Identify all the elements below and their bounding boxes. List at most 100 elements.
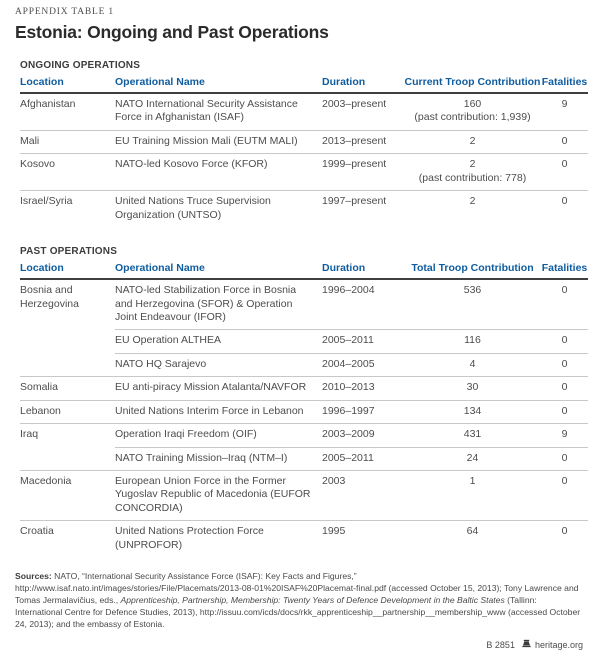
table-row: Bosnia and Herzegovina NATO-led Stabiliz… — [20, 279, 588, 330]
cell-location: Bosnia and Herzegovina — [20, 284, 79, 310]
cell-fatalities: 0 — [541, 469, 588, 521]
col-header-operational-name: Operational Name — [115, 74, 322, 94]
report-id: B 2851 — [486, 640, 515, 651]
cell-duration: 2005–2011 — [322, 329, 404, 354]
cell-duration: 2005–2011 — [322, 446, 404, 471]
cell-troop-contribution: 2 — [404, 129, 541, 154]
cell-fatalities: 0 — [541, 446, 588, 471]
cell-location — [20, 353, 115, 376]
cell-location: Israel/Syria — [20, 190, 115, 228]
table-row: Lebanon United Nations Interim Force in … — [20, 399, 588, 424]
cell-duration: 2010–2013 — [322, 376, 404, 401]
table-header-row: Location Operational Name Duration Curre… — [20, 74, 588, 94]
cell-fatalities: 0 — [541, 376, 588, 401]
cell-troop-contribution: 431 — [404, 423, 541, 448]
col-header-location: Location — [20, 74, 115, 94]
cell-fatalities: 0 — [541, 153, 588, 191]
cell-duration: 2003 — [322, 469, 404, 521]
cell-duration: 1996–2004 — [322, 284, 375, 297]
cell-location: Macedonia — [20, 469, 115, 521]
col-header-fatalities: Fatalities — [541, 74, 588, 94]
report-footer: B 2851 heritage.org — [15, 639, 585, 652]
cell-operational-name: EU anti-piracy Mission Atalanta/NAVFOR — [115, 376, 322, 401]
table-row: EU Operation ALTHEA 2005–2011 116 0 — [20, 329, 588, 354]
cell-location — [20, 330, 115, 353]
cell-location: Somalia — [20, 376, 115, 401]
col-header-fatalities: Fatalities — [541, 260, 588, 281]
cell-duration: 1996–1997 — [322, 399, 404, 424]
cell-troop-contribution: 116 — [404, 329, 541, 354]
cell-operational-name: United Nations Protection Force (UNPROFO… — [115, 520, 322, 558]
col-header-duration: Duration — [322, 260, 404, 281]
col-header-operational-name: Operational Name — [115, 260, 322, 281]
heritage-bell-icon — [521, 639, 532, 652]
col-header-location: Location — [20, 260, 115, 281]
cell-fatalities: 0 — [561, 284, 568, 297]
cell-troop-contribution: 24 — [404, 446, 541, 471]
cell-location — [20, 447, 115, 470]
cell-fatalities: 0 — [541, 352, 588, 377]
cell-troop-contribution: 2 (past contribution: 778) — [404, 153, 541, 191]
cell-fatalities: 0 — [541, 399, 588, 424]
cell-operational-name: EU Training Mission Mali (EUTM MALI) — [115, 129, 322, 154]
cell-location: Mali — [20, 129, 115, 154]
page-title: Estonia: Ongoing and Past Operations — [15, 22, 329, 42]
cell-fatalities: 9 — [561, 98, 568, 110]
table-row: Afghanistan NATO International Security … — [20, 93, 588, 130]
cell-troop-contribution: 2 — [404, 190, 541, 228]
cell-fatalities: 0 — [541, 190, 588, 228]
cell-location: Lebanon — [20, 399, 115, 424]
cell-troop-contribution: 134 — [404, 399, 541, 424]
cell-fatalities: 9 — [541, 423, 588, 448]
cell-operational-name: NATO International Security Assistance F… — [115, 98, 298, 124]
table-row: Croatia United Nations Protection Force … — [20, 520, 588, 558]
cell-operational-name: NATO Training Mission–Iraq (NTM–I) — [115, 446, 322, 471]
table-row: Israel/Syria United Nations Truce Superv… — [20, 190, 588, 228]
cell-fatalities: 0 — [541, 520, 588, 558]
cell-operational-name: United Nations Truce Supervision Organiz… — [115, 190, 322, 228]
table-row: NATO Training Mission–Iraq (NTM–I) 2005–… — [20, 446, 588, 471]
cell-operational-name: NATO HQ Sarajevo — [115, 352, 322, 377]
table-row: Macedonia European Union Force in the Fo… — [20, 469, 588, 521]
table-row: Kosovo NATO-led Kosovo Force (KFOR) 1999… — [20, 153, 588, 191]
past-operations-table: Location Operational Name Duration Total… — [20, 260, 588, 558]
sources-book-title: Apprenticeship, Partnership, Membership:… — [120, 595, 505, 606]
troop-value: 2 — [469, 134, 476, 147]
cell-duration: 1999–present — [322, 153, 404, 191]
cell-duration: 1995 — [322, 520, 404, 558]
appendix-table-label: APPENDIX TABLE 1 — [15, 7, 114, 17]
section-past-operations: PAST OPERATIONS Location Operational Nam… — [15, 246, 588, 558]
table-header-row: Location Operational Name Duration Total… — [20, 260, 588, 281]
table-row: Mali EU Training Mission Mali (EUTM MALI… — [20, 129, 588, 154]
cell-operational-name: EU Operation ALTHEA — [115, 329, 322, 354]
cell-operational-name: European Union Force in the Former Yugos… — [115, 469, 322, 521]
cell-fatalities: 0 — [541, 329, 588, 354]
cell-operational-name: United Nations Interim Force in Lebanon — [115, 399, 322, 424]
cell-duration: 1997–present — [322, 190, 404, 228]
sources-label: Sources: — [15, 571, 52, 582]
troop-past-note: (past contribution: 1,939) — [414, 111, 531, 124]
section-label-ongoing: ONGOING OPERATIONS — [20, 60, 141, 71]
troop-value: 160 — [463, 98, 482, 110]
cell-troop-contribution: 4 — [404, 352, 541, 377]
cell-location: Croatia — [20, 520, 115, 558]
cell-fatalities: 0 — [541, 129, 588, 154]
cell-troop-contribution: 64 — [404, 520, 541, 558]
cell-troop-contribution: 1 — [404, 469, 541, 521]
ongoing-operations-table: Location Operational Name Duration Curre… — [20, 74, 588, 228]
sources-note: Sources: NATO, “International Security A… — [15, 570, 583, 630]
cell-location: Iraq — [20, 423, 115, 448]
table-row: Iraq Operation Iraqi Freedom (OIF) 2003–… — [20, 423, 588, 448]
section-ongoing-operations: ONGOING OPERATIONS Location Operational … — [15, 60, 588, 228]
cell-duration: 2013–present — [322, 129, 404, 154]
cell-operational-name: NATO-led Kosovo Force (KFOR) — [115, 153, 322, 191]
cell-troop-contribution: 160 (past contribution: 1,939) — [404, 93, 541, 130]
brand-url: heritage.org — [534, 640, 583, 651]
cell-location: Kosovo — [20, 153, 115, 191]
cell-duration: 2004–2005 — [322, 352, 404, 377]
cell-operational-name: NATO-led Stabilization Force in Bosnia a… — [115, 284, 297, 323]
troop-value: 2 — [469, 195, 476, 208]
table-row: NATO HQ Sarajevo 2004–2005 4 0 — [20, 352, 588, 377]
col-header-duration: Duration — [322, 74, 404, 94]
